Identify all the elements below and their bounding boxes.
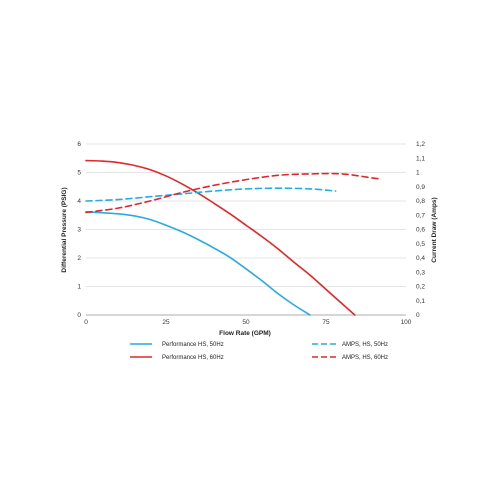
y-tick-label: 1 <box>77 284 81 291</box>
y2-tick-label: 0,5 <box>416 241 425 248</box>
x-tick-label: 50 <box>242 319 250 326</box>
series-line-amps-hs-50hz <box>85 187 337 202</box>
legend-item-amps-50hz: AMPS, HS, 50Hz <box>312 342 388 348</box>
y-tick-label: 5 <box>77 170 81 177</box>
x-axis-title: Flow Rate (GPM) <box>219 330 271 337</box>
legend-label-amps-50hz: AMPS, HS, 50Hz <box>342 342 388 348</box>
y-tick-label: 2 <box>77 255 81 262</box>
legend-label-amps-60hz: AMPS, HS, 60Hz <box>342 355 388 361</box>
y2-tick-label: 1 <box>416 170 420 177</box>
y2-tick-label: 0,9 <box>416 184 425 191</box>
left-y-tick-labels: 0 1 2 3 4 5 6 <box>77 141 81 319</box>
y-tick-label: 4 <box>77 198 81 205</box>
legend: Performance HS, 50Hz Performance HS, 60H… <box>130 342 388 361</box>
legend-label-performance-50hz: Performance HS, 50Hz <box>162 342 224 348</box>
x-tick-label: 25 <box>162 319 170 326</box>
series-line-performance-hs-50hz <box>85 211 311 316</box>
series-line-performance-hs-60hz <box>85 159 356 316</box>
y2-tick-label: 1,1 <box>416 155 425 162</box>
y-tick-label: 3 <box>77 227 81 234</box>
x-tick-label: 75 <box>322 319 330 326</box>
y2-tick-label: 0,8 <box>416 198 425 205</box>
right-y-tick-labels: 0 0,1 0,2 0,3 0,4 0,5 0,6 0,7 0,8 0,9 1 1,1 1,2 <box>416 141 425 319</box>
y2-tick-label: 0,3 <box>416 269 425 276</box>
y2-tick-label: 0,6 <box>416 227 425 234</box>
series-lines <box>85 159 382 316</box>
y2-tick-label: 0,7 <box>416 212 425 219</box>
legend-item-performance-60hz: Performance HS, 60Hz <box>130 355 224 361</box>
x-tick-labels: 0 25 50 75 100 <box>84 319 412 326</box>
y2-axis-title: Current Draw (Amps) <box>431 197 438 262</box>
y2-tick-label: 0,4 <box>416 255 425 262</box>
legend-item-amps-60hz: AMPS, HS, 60Hz <box>312 355 388 361</box>
grid-lines <box>86 143 406 316</box>
y2-tick-label: 0,1 <box>416 298 425 305</box>
y-axis-title: Differential Pressure (PSIG) <box>61 187 68 272</box>
y-tick-label: 6 <box>77 141 81 148</box>
series-line-amps-hs-60hz <box>85 172 382 214</box>
x-tick-label: 100 <box>401 319 412 326</box>
y2-tick-label: 1,2 <box>416 141 425 148</box>
y2-tick-label: 0 <box>416 312 420 319</box>
legend-label-performance-60hz: Performance HS, 60Hz <box>162 355 224 361</box>
y2-tick-label: 0,2 <box>416 284 425 291</box>
x-tick-label: 0 <box>84 319 88 326</box>
y-tick-label: 0 <box>77 312 81 319</box>
legend-item-performance-50hz: Performance HS, 50Hz <box>130 342 224 348</box>
